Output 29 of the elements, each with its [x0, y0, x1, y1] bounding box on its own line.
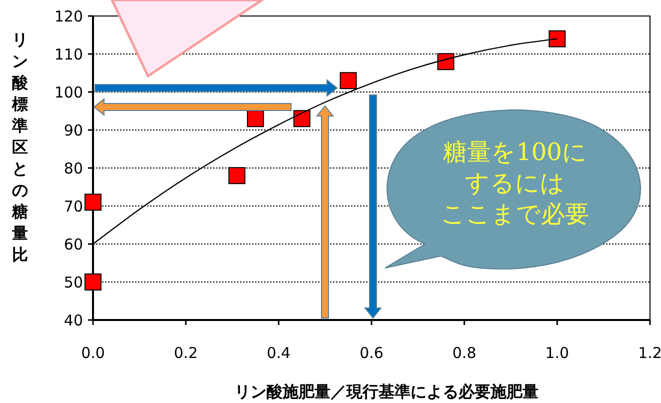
y-tick-label: 90: [64, 121, 83, 140]
point: [84, 274, 102, 290]
point: [548, 30, 566, 48]
point: [340, 72, 357, 90]
x-tick-label: 0.6: [360, 344, 384, 362]
y-tick-label: 40: [64, 311, 83, 330]
y-tick-label: 60: [64, 235, 83, 254]
point: [228, 167, 246, 184]
y-tick-label: 80: [64, 159, 83, 178]
x-tick-label: 1.2: [638, 344, 661, 362]
annotation: するには: [465, 169, 565, 197]
annotation: ここまで必要: [441, 200, 589, 228]
y-tick-label: 50: [64, 273, 83, 292]
x-tick-label: 0.0: [81, 344, 105, 362]
x-tick-label: 0.2: [174, 344, 198, 362]
y-tick-label: 120: [54, 7, 83, 26]
y-tick-label: 110: [54, 45, 83, 64]
point: [84, 194, 102, 211]
x-tick-label: 0.8: [452, 344, 476, 362]
x-tick-label: 0.4: [266, 344, 291, 362]
text: リン酸標準区との糖量比: [12, 30, 28, 264]
y-tick-label: 100: [54, 83, 83, 102]
annotation: 糖量を100に: [443, 138, 587, 166]
y-tick-label: 70: [64, 197, 83, 216]
x-axis-title: リン酸施肥量／現行基準による必要施肥量: [234, 382, 538, 401]
point: [246, 110, 264, 128]
x-tick-label: 1.0: [545, 344, 570, 362]
point: [293, 110, 310, 128]
point: [437, 53, 454, 70]
